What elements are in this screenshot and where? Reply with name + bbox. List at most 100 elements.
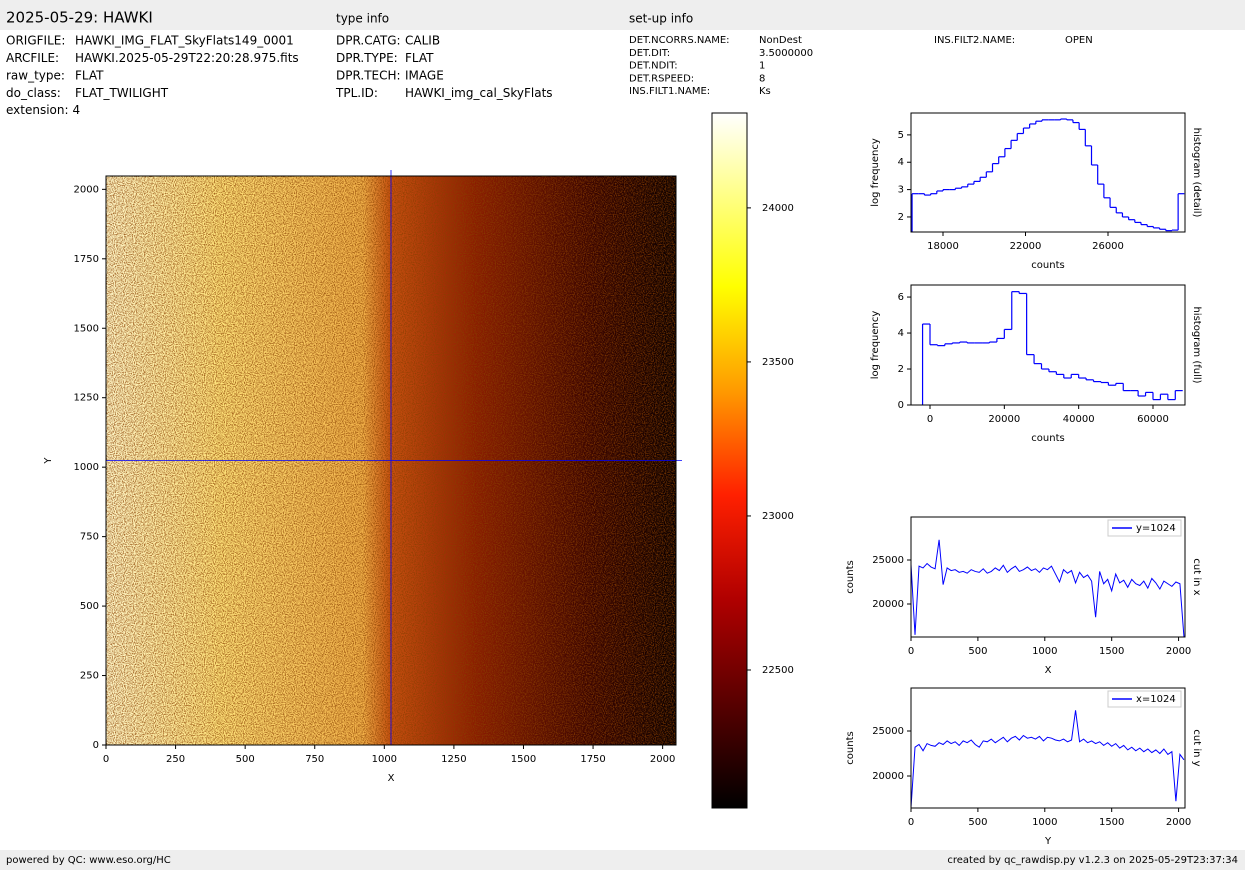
- y-tick-label: 750: [80, 532, 99, 543]
- axes-frame: [910, 284, 1186, 406]
- legend-box: [1107, 690, 1182, 708]
- plots: 0 250 500 750 1000 1250 1500 1750 20000250500750…: [43, 112, 1202, 847]
- info-value: FLAT: [75, 69, 104, 83]
- y-tick-label: 1000: [74, 462, 99, 473]
- x-tick-label: 500: [968, 646, 987, 657]
- footer-bar: [0, 850, 1245, 870]
- setup-value: 3.5000000: [759, 48, 813, 59]
- x-tick-label: 26000: [1092, 241, 1124, 252]
- y-tick-label: 2000: [74, 184, 99, 195]
- y-tick-label: 24000: [762, 203, 794, 214]
- info-value: 4: [73, 103, 81, 117]
- x-tick-label: 18000: [927, 241, 959, 252]
- info-key: do_class:: [6, 86, 61, 100]
- y-tick-label: 4: [898, 328, 904, 339]
- y-tick-label: 25000: [872, 726, 904, 737]
- x-tick-label: 1500: [511, 754, 536, 765]
- y-tick-label: 2: [898, 364, 904, 375]
- side-title: cut in y: [1191, 729, 1202, 766]
- x-tick-label: 1000: [372, 754, 397, 765]
- info-key: ARCFILE:: [6, 51, 59, 65]
- side-title: histogram (detail): [1191, 128, 1202, 218]
- info-value: CALIB: [405, 34, 440, 48]
- chart: 0 250 500 750 1000 1250 1500 1750 2000 0 250 500 750…: [43, 170, 682, 784]
- axes-frame: [910, 516, 1186, 638]
- setup-info-heading: set-up info: [629, 12, 693, 26]
- y-tick-label: 25000: [872, 555, 904, 566]
- header-bar: [0, 0, 1245, 30]
- y-axis-label: counts: [845, 560, 856, 593]
- setup-value: 1: [759, 61, 765, 72]
- y-tick-label: 1500: [74, 323, 99, 334]
- y-axis-label: Y: [43, 457, 54, 465]
- x-tick-label: 750: [305, 754, 324, 765]
- y-tick-label: 22500: [762, 665, 794, 676]
- x-tick-label: 0: [908, 817, 914, 828]
- x-tick-label: 1500: [1099, 646, 1124, 657]
- cut-line: [910, 710, 1185, 808]
- y-axis-label: log frequency: [870, 138, 881, 207]
- y-tick-label: 6: [898, 292, 904, 303]
- info-value: HAWKI_img_cal_SkyFlats: [405, 86, 553, 100]
- setup-value: OPEN: [1065, 35, 1093, 46]
- legend-label: x=1024: [1136, 694, 1176, 705]
- info-key: TPL.ID:: [335, 86, 378, 100]
- info-block: ORIGFILE: HAWKI_IMG_FLAT_SkyFlats149_0001…: [6, 34, 1093, 117]
- y-tick-label: 250: [80, 671, 99, 682]
- y-tick-label: 23000: [762, 511, 794, 522]
- x-axis-label: X: [1045, 665, 1052, 676]
- y-axis-label: counts: [845, 731, 856, 764]
- setup-value: Ks: [759, 86, 771, 97]
- y-tick-label: 20000: [872, 771, 904, 782]
- chart: 0 20000 40000 60000 0 2 4 6 counts log frequency h…: [870, 284, 1202, 444]
- x-axis-label: counts: [1031, 260, 1064, 271]
- side-title: histogram (full): [1191, 306, 1202, 383]
- side-title: cut in x: [1191, 558, 1202, 595]
- info-key: raw_type:: [6, 69, 65, 83]
- y-tick-label: 0: [898, 400, 904, 411]
- info-key: extension:: [6, 103, 69, 117]
- setup-value: 8: [759, 73, 765, 84]
- info-value: HAWKI.2025-05-29T22:20:28.975.fits: [75, 51, 299, 65]
- hist-connector: [921, 291, 1176, 405]
- chart: 18000 22000 26000 2 3 4 5 counts log frequency hi…: [870, 112, 1202, 271]
- axes-frame: [910, 112, 1186, 233]
- info-line: extension: 4: [6, 103, 80, 117]
- y-tick-label: 0: [93, 740, 99, 751]
- axes-frame: [105, 175, 677, 746]
- info-value: FLAT: [405, 51, 434, 65]
- info-value: HAWKI_IMG_FLAT_SkyFlats149_0001: [75, 34, 294, 48]
- cut-line: [910, 539, 1185, 637]
- info-key: DPR.CATG:: [336, 34, 401, 48]
- setup-key: INS.FILT2.NAME:: [934, 35, 1015, 46]
- legend-label: y=1024: [1136, 523, 1176, 534]
- y-tick-label: 3: [898, 185, 904, 196]
- y-tick-label: 1750: [74, 254, 99, 265]
- y-tick-label: 2: [898, 212, 904, 223]
- x-tick-label: 500: [968, 817, 987, 828]
- legend-box: [1107, 519, 1182, 537]
- hist-connector: [911, 119, 1179, 232]
- info-key: DPR.TYPE:: [336, 51, 398, 65]
- footer-left: powered by QC: www.eso.org/HC: [6, 855, 171, 866]
- y-tick-label: 23500: [762, 357, 794, 368]
- x-tick-label: 2000: [650, 754, 675, 765]
- y-tick-label: 1250: [74, 393, 99, 404]
- setup-value: NonDest: [759, 35, 802, 46]
- info-key: ORIGFILE:: [6, 34, 65, 48]
- info-value: IMAGE: [405, 69, 444, 83]
- setup-key: DET.NCORRS.NAME:: [629, 35, 730, 46]
- x-axis-label: counts: [1031, 433, 1064, 444]
- page-title: 2025-05-29: HAWKI: [6, 9, 153, 27]
- x-tick-label: 40000: [1063, 414, 1095, 425]
- type-info-heading: type info: [336, 12, 389, 26]
- x-tick-label: 0: [927, 414, 933, 425]
- setup-key: DET.NDIT:: [629, 61, 678, 72]
- y-axis-label: log frequency: [870, 311, 881, 380]
- chart: 22500 23000 23500 24000: [711, 112, 794, 809]
- setup-key: INS.FILT1.NAME:: [629, 86, 710, 97]
- x-tick-label: 22000: [1010, 241, 1042, 252]
